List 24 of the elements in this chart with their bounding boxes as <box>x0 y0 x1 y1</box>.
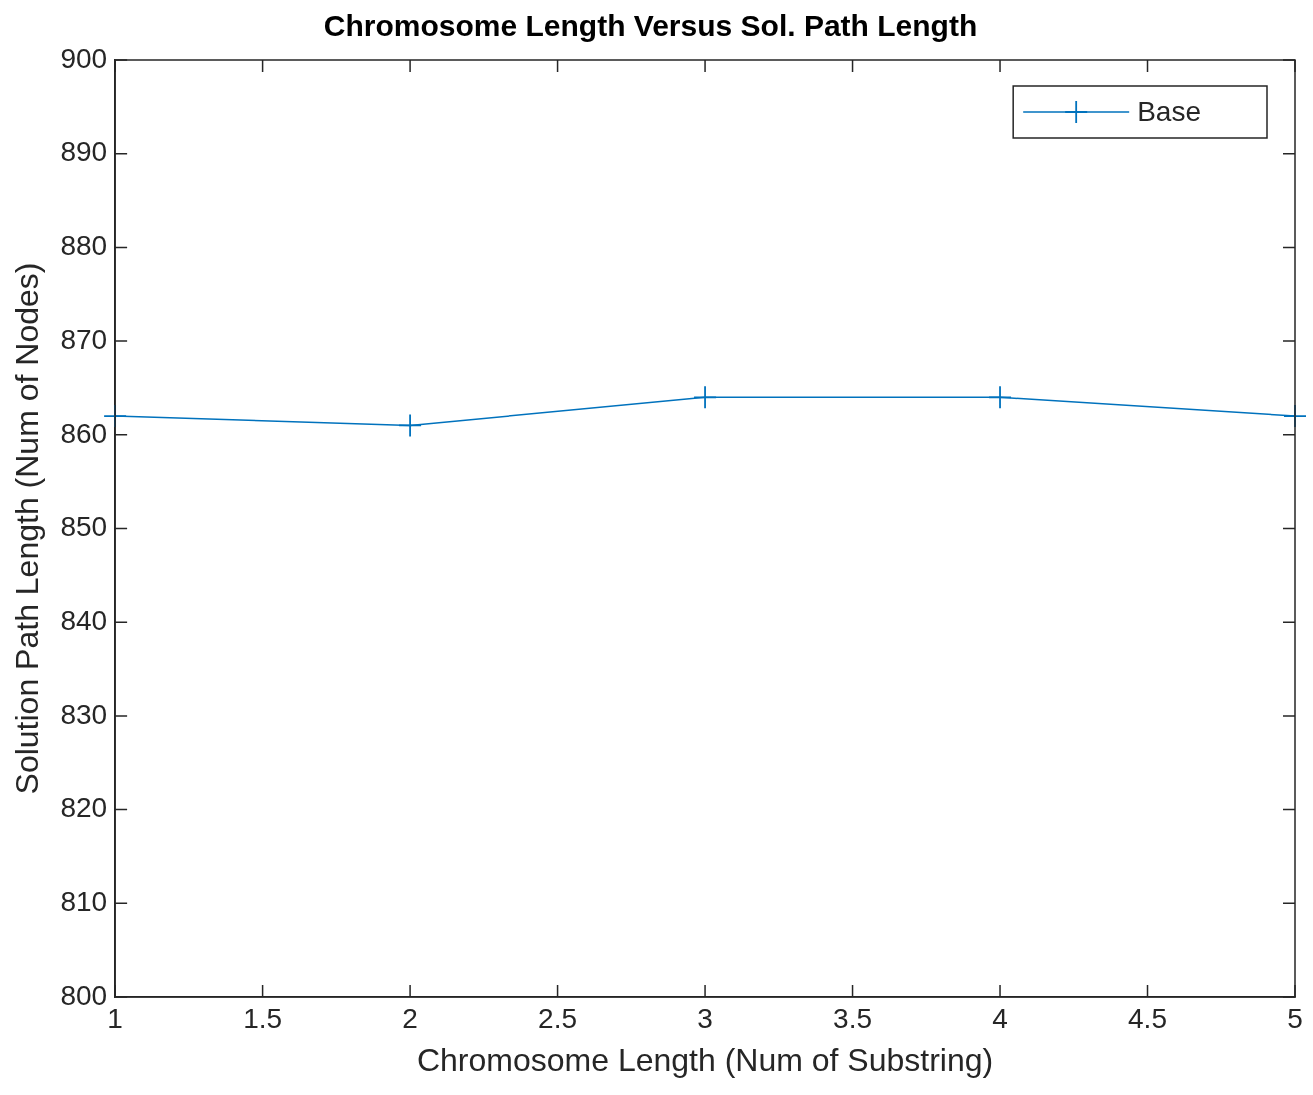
x-tick-label: 1 <box>107 1002 123 1034</box>
y-tick-label: 840 <box>60 604 108 636</box>
y-tick-label: 900 <box>60 42 108 74</box>
y-tick-label: 860 <box>60 417 108 449</box>
chart-title: Chromosome Length Versus Sol. Path Length <box>323 9 978 43</box>
x-tick-label: 3 <box>697 1002 713 1034</box>
legend-label: Base <box>1137 95 1202 127</box>
y-tick-label: 820 <box>60 792 108 824</box>
y-tick-label: 830 <box>60 698 108 730</box>
x-tick-label: 5 <box>1287 1002 1303 1034</box>
y-tick-label: 850 <box>60 511 108 543</box>
y-tick-label: 890 <box>60 136 108 168</box>
x-tick-label: 1.5 <box>243 1002 283 1034</box>
x-axis-title: Chromosome Length (Num of Substring) <box>416 1041 994 1078</box>
x-tick-label: 2.5 <box>538 1002 578 1034</box>
y-tick-label: 810 <box>60 886 108 918</box>
x-tick-label: 3.5 <box>833 1002 873 1034</box>
y-tick-label: 800 <box>60 979 108 1011</box>
x-tick-label: 4.5 <box>1128 1002 1167 1034</box>
x-tick-label: 4 <box>992 1002 1008 1034</box>
y-tick-label: 880 <box>60 230 108 262</box>
y-axis-title: Solution Path Length (Num of Nodes) <box>9 262 46 795</box>
x-tick-label: 2 <box>402 1002 418 1034</box>
y-tick-label: 870 <box>60 323 108 355</box>
